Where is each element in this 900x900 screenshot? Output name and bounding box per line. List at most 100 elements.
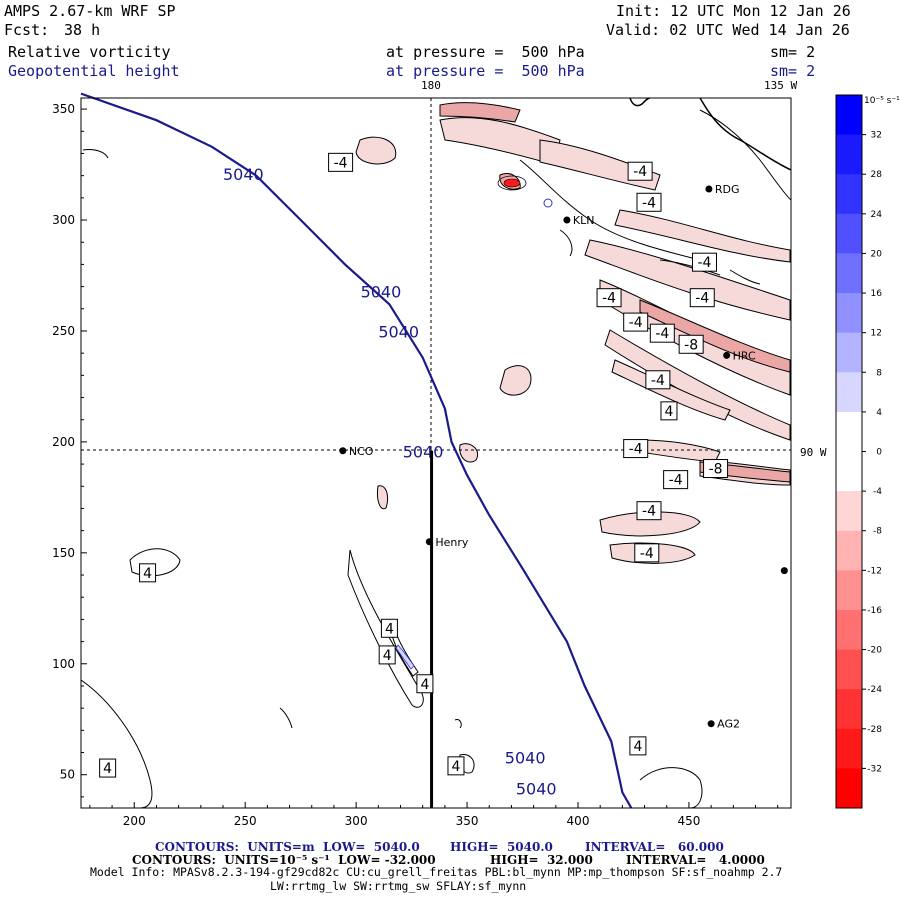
vorticity-label: 4: [633, 739, 642, 755]
colorbar-cell: [836, 253, 862, 294]
field2-smoothing: sm= 2: [770, 62, 816, 80]
vorticity-label: -8: [709, 462, 723, 478]
colorbar-tick-label: 16: [871, 289, 883, 299]
colorbar-cell: [836, 372, 862, 413]
forecast-label: Fcst:: [4, 21, 50, 39]
vorticity-label-box: [634, 543, 660, 563]
footer-height-interval: INTERVAL= 60.000: [585, 840, 724, 854]
colorbar-unit-label: 10⁻⁵ s⁻¹: [864, 96, 900, 106]
x-tick-label: 400: [567, 814, 590, 828]
footer-vort-units: CONTOURS: UNITS=10⁻⁵ s⁻¹ LOW= -32.000: [132, 853, 436, 867]
y-tick-label: 300: [52, 213, 75, 227]
colorbar-cell: [836, 689, 862, 730]
colorbar-tick-label: 0: [876, 448, 882, 458]
field1-level: at pressure = 500 hPa: [386, 43, 585, 61]
station-marker: [780, 567, 788, 575]
colorbar-tick-label: -28: [867, 725, 882, 735]
footer-height-units: CONTOURS: UNITS=m LOW= 5040.0: [155, 840, 420, 854]
y-axis: 50 100 150 200 250 300 350: [52, 102, 87, 798]
colorbar-cell: [836, 570, 862, 611]
vorticity-label: 4: [420, 677, 429, 693]
vorticity-label-box: [416, 674, 434, 694]
vorticity-label-box: [636, 501, 662, 521]
colorbar-tick-label: 4: [876, 408, 882, 418]
y-tick-label: 50: [60, 768, 75, 782]
y-tick-label: 200: [52, 435, 75, 449]
colorbar-tick-label: 12: [871, 329, 882, 339]
colorbar-tick-label: 20: [871, 249, 883, 259]
vorticity-label-box: [678, 334, 704, 354]
vorticity-label: -4: [655, 326, 669, 342]
geopotential-height-contours: 5040 5040 5040 5040 5040 5040: [80, 92, 633, 809]
vorticity-label: 4: [452, 759, 461, 775]
valid-time: Valid: 02 UTC Wed 14 Jan 26: [606, 21, 850, 39]
vorticity-label: -4: [642, 504, 656, 520]
vorticity-label: 4: [385, 621, 394, 637]
vorticity-label-box: [99, 758, 117, 778]
y-tick-label: 350: [52, 102, 75, 116]
colorbar-cell: [836, 649, 862, 690]
vorticity-label-box: [139, 563, 157, 583]
coastline: [699, 98, 791, 171]
vorticity-label-box: [689, 288, 715, 308]
station-marker: [425, 538, 433, 546]
colorbar-tick-label: -8: [873, 527, 882, 537]
vorticity-label: -4: [651, 373, 665, 389]
colorbar-cell: [836, 213, 862, 254]
footer-model-physics: LW:rrtmg_lw SW:rrtmg_sw SFLAY:sf_mynn: [270, 879, 527, 893]
vorticity-label-box: [627, 161, 653, 181]
footer-height-high: HIGH= 5040.0: [450, 840, 553, 854]
field1-name: Relative vorticity: [8, 43, 171, 61]
vorticity-label: -4: [629, 442, 643, 458]
colorbar-cell: [836, 609, 862, 651]
colorbar-cell: [836, 293, 862, 334]
height-label: 5040: [378, 323, 419, 342]
x-tick-label: 300: [345, 814, 368, 828]
field1-smoothing: sm= 2: [770, 43, 816, 61]
y-tick-label: 150: [52, 546, 75, 560]
station-marker: [339, 447, 347, 455]
field2-name: Geopotential height: [8, 62, 180, 80]
lon-label-135w: 135 W: [764, 79, 798, 92]
vorticity-label-box: [596, 288, 622, 308]
colorbar-tick-label: 32: [871, 131, 882, 141]
vorticity-label: -4: [695, 291, 709, 307]
stronger-negative-vorticity: [439, 102, 791, 483]
vorticity-label-box: [691, 252, 717, 272]
x-tick-label: 200: [123, 814, 146, 828]
colorbar-tick-label: -4: [873, 487, 882, 497]
x-tick-label: 350: [456, 814, 479, 828]
colorbar-cell: [836, 768, 862, 809]
vorticity-maximum: [497, 175, 527, 191]
height-contour-5040: [80, 92, 633, 809]
y-tick-label: 250: [52, 324, 75, 338]
plot-frame: [80, 97, 792, 809]
vorticity-label: 4: [665, 404, 674, 420]
station-label: RDG: [715, 183, 740, 196]
vorticity-label-box: [623, 439, 649, 459]
lon-label-180: 180: [421, 79, 441, 92]
colorbar-cell: [836, 174, 862, 215]
station-label: KLN: [573, 214, 595, 227]
y-tick-label: 100: [52, 657, 75, 671]
vorticity-label: -4: [334, 155, 348, 171]
model-title: AMPS 2.67-km WRF SP: [4, 2, 176, 20]
footer-model-info: Model Info: MPASv8.2.3-194-gf29cd82c CU:…: [90, 865, 783, 879]
vorticity-label: -4: [633, 164, 647, 180]
vorticity-label-box: [447, 756, 465, 776]
colorbar-tick-label: -32: [867, 764, 882, 774]
station-label: HRC: [733, 349, 756, 362]
vorticity-label-box: [328, 152, 354, 172]
vorticity-label: 4: [143, 566, 152, 582]
vorticity-label-box: [660, 401, 678, 421]
colorbar-tick-label: -24: [867, 685, 882, 695]
vorticity-label-box: [629, 736, 647, 756]
colorbar-cell: [836, 451, 862, 492]
station-marker: [707, 720, 715, 728]
vorticity-label-box: [636, 192, 662, 212]
height-label: 5040: [403, 442, 444, 461]
vorticity-label: -4: [669, 473, 683, 489]
x-axis: 200 250 300 350 400 450: [89, 802, 779, 828]
